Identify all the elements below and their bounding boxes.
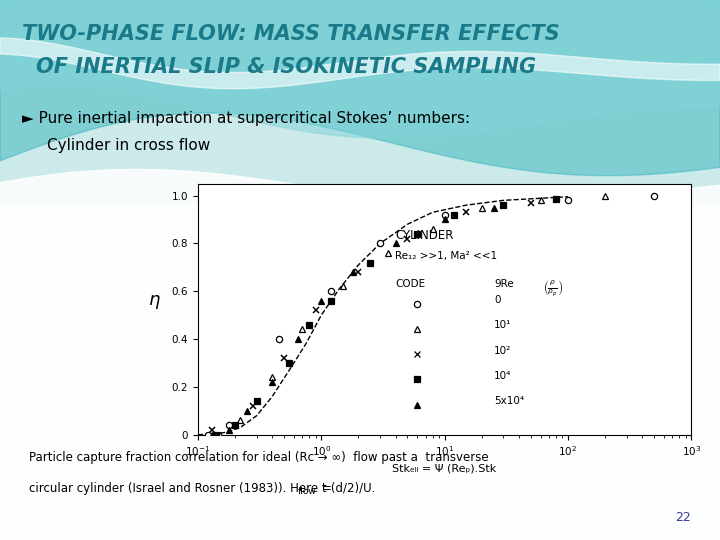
Polygon shape bbox=[0, 170, 720, 205]
Text: Cylinder in cross flow: Cylinder in cross flow bbox=[47, 138, 210, 153]
Text: Re₁₂ >>1, Ma² <<1: Re₁₂ >>1, Ma² <<1 bbox=[395, 252, 498, 261]
Text: OF INERTIAL SLIP & ISOKINETIC SAMPLING: OF INERTIAL SLIP & ISOKINETIC SAMPLING bbox=[36, 57, 536, 77]
Text: 5x10⁴: 5x10⁴ bbox=[494, 396, 524, 406]
Polygon shape bbox=[0, 0, 720, 138]
Bar bbox=[0, 205, 720, 540]
Text: =(d/2)/U.: =(d/2)/U. bbox=[322, 482, 377, 495]
Text: ► Pure inertial impaction at supercritical Stokes’ numbers:: ► Pure inertial impaction at supercritic… bbox=[22, 111, 469, 126]
Polygon shape bbox=[0, 0, 720, 205]
Text: 22: 22 bbox=[675, 511, 691, 524]
Polygon shape bbox=[0, 0, 720, 176]
Text: 9Re: 9Re bbox=[494, 279, 513, 289]
Text: Particle capture fraction correlation for ideal (Rᴄ → ∞)  flow past a  transvers: Particle capture fraction correlation fo… bbox=[29, 451, 488, 464]
Polygon shape bbox=[0, 38, 720, 89]
Text: flow: flow bbox=[298, 487, 317, 496]
Text: 10¹: 10¹ bbox=[494, 320, 511, 330]
Y-axis label: η: η bbox=[150, 291, 161, 309]
Text: CODE: CODE bbox=[395, 279, 426, 289]
Text: $\left(\frac{\rho}{\rho_p}\right)$: $\left(\frac{\rho}{\rho_p}\right)$ bbox=[544, 279, 564, 299]
Text: CYLINDER: CYLINDER bbox=[395, 229, 454, 242]
X-axis label: Stkₑₗₗ = Ψ (Reₚ).Stk: Stkₑₗₗ = Ψ (Reₚ).Stk bbox=[392, 464, 497, 474]
Text: 0: 0 bbox=[494, 295, 500, 305]
Text: TWO-PHASE FLOW: MASS TRANSFER EFFECTS: TWO-PHASE FLOW: MASS TRANSFER EFFECTS bbox=[22, 24, 559, 44]
Text: 10²: 10² bbox=[494, 346, 511, 355]
Text: circular cylinder (Israel and Rosner (1983)). Here t: circular cylinder (Israel and Rosner (19… bbox=[29, 482, 326, 495]
Text: 10⁴: 10⁴ bbox=[494, 370, 511, 381]
